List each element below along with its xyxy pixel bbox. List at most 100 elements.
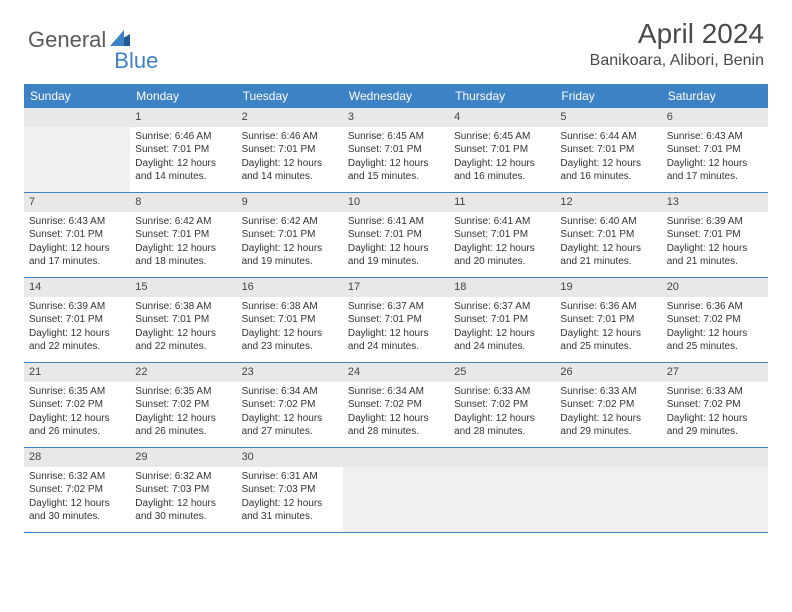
sunset-text: Sunset: 7:02 PM (348, 398, 444, 412)
calendar: SundayMondayTuesdayWednesdayThursdayFrid… (24, 84, 768, 533)
day-cell: 7Sunrise: 6:43 AMSunset: 7:01 PMDaylight… (24, 193, 130, 277)
day-number: 19 (555, 278, 661, 297)
sunset-text: Sunset: 7:01 PM (560, 228, 656, 242)
daylight-text: Daylight: 12 hours and 28 minutes. (348, 412, 444, 439)
day-body: Sunrise: 6:42 AMSunset: 7:01 PMDaylight:… (130, 212, 236, 274)
week-row: 28Sunrise: 6:32 AMSunset: 7:02 PMDayligh… (24, 448, 768, 533)
day-cell: 15Sunrise: 6:38 AMSunset: 7:01 PMDayligh… (130, 278, 236, 362)
day-body: Sunrise: 6:41 AMSunset: 7:01 PMDaylight:… (343, 212, 449, 274)
day-body: Sunrise: 6:39 AMSunset: 7:01 PMDaylight:… (24, 297, 130, 359)
day-number: 26 (555, 363, 661, 382)
day-cell: 2Sunrise: 6:46 AMSunset: 7:01 PMDaylight… (237, 108, 343, 192)
day-cell: 21Sunrise: 6:35 AMSunset: 7:02 PMDayligh… (24, 363, 130, 447)
sunset-text: Sunset: 7:02 PM (29, 398, 125, 412)
day-cell: 26Sunrise: 6:33 AMSunset: 7:02 PMDayligh… (555, 363, 661, 447)
day-number (343, 448, 449, 467)
daylight-text: Daylight: 12 hours and 26 minutes. (29, 412, 125, 439)
daylight-text: Daylight: 12 hours and 24 minutes. (454, 327, 550, 354)
day-cell: 23Sunrise: 6:34 AMSunset: 7:02 PMDayligh… (237, 363, 343, 447)
sunrise-text: Sunrise: 6:41 AM (454, 215, 550, 229)
day-body: Sunrise: 6:44 AMSunset: 7:01 PMDaylight:… (555, 127, 661, 189)
daylight-text: Daylight: 12 hours and 22 minutes. (135, 327, 231, 354)
sunset-text: Sunset: 7:02 PM (560, 398, 656, 412)
sunrise-text: Sunrise: 6:43 AM (667, 130, 763, 144)
sunrise-text: Sunrise: 6:35 AM (135, 385, 231, 399)
sunrise-text: Sunrise: 6:37 AM (348, 300, 444, 314)
sunrise-text: Sunrise: 6:33 AM (454, 385, 550, 399)
day-number: 9 (237, 193, 343, 212)
daylight-text: Daylight: 12 hours and 26 minutes. (135, 412, 231, 439)
sunset-text: Sunset: 7:01 PM (560, 313, 656, 327)
sunset-text: Sunset: 7:02 PM (242, 398, 338, 412)
daylight-text: Daylight: 12 hours and 30 minutes. (135, 497, 231, 524)
day-body: Sunrise: 6:38 AMSunset: 7:01 PMDaylight:… (130, 297, 236, 359)
weekday-header-row: SundayMondayTuesdayWednesdayThursdayFrid… (24, 84, 768, 108)
day-body: Sunrise: 6:43 AMSunset: 7:01 PMDaylight:… (662, 127, 768, 189)
day-body: Sunrise: 6:37 AMSunset: 7:01 PMDaylight:… (343, 297, 449, 359)
day-cell: 18Sunrise: 6:37 AMSunset: 7:01 PMDayligh… (449, 278, 555, 362)
day-number: 13 (662, 193, 768, 212)
day-cell: 13Sunrise: 6:39 AMSunset: 7:01 PMDayligh… (662, 193, 768, 277)
day-cell: 20Sunrise: 6:36 AMSunset: 7:02 PMDayligh… (662, 278, 768, 362)
sunrise-text: Sunrise: 6:33 AM (560, 385, 656, 399)
day-body: Sunrise: 6:43 AMSunset: 7:01 PMDaylight:… (24, 212, 130, 274)
sunrise-text: Sunrise: 6:44 AM (560, 130, 656, 144)
sunset-text: Sunset: 7:01 PM (135, 143, 231, 157)
day-number: 3 (343, 108, 449, 127)
day-body: Sunrise: 6:42 AMSunset: 7:01 PMDaylight:… (237, 212, 343, 274)
day-body: Sunrise: 6:41 AMSunset: 7:01 PMDaylight:… (449, 212, 555, 274)
sunset-text: Sunset: 7:03 PM (135, 483, 231, 497)
day-cell: 12Sunrise: 6:40 AMSunset: 7:01 PMDayligh… (555, 193, 661, 277)
sunrise-text: Sunrise: 6:41 AM (348, 215, 444, 229)
day-number: 22 (130, 363, 236, 382)
day-body: Sunrise: 6:38 AMSunset: 7:01 PMDaylight:… (237, 297, 343, 359)
day-number: 15 (130, 278, 236, 297)
day-number: 25 (449, 363, 555, 382)
week-row: 21Sunrise: 6:35 AMSunset: 7:02 PMDayligh… (24, 363, 768, 448)
daylight-text: Daylight: 12 hours and 14 minutes. (242, 157, 338, 184)
sunrise-text: Sunrise: 6:43 AM (29, 215, 125, 229)
daylight-text: Daylight: 12 hours and 16 minutes. (560, 157, 656, 184)
day-cell: 11Sunrise: 6:41 AMSunset: 7:01 PMDayligh… (449, 193, 555, 277)
day-cell (555, 448, 661, 532)
header: General Blue April 2024 Banikoara, Alibo… (0, 0, 792, 76)
day-body: Sunrise: 6:35 AMSunset: 7:02 PMDaylight:… (130, 382, 236, 444)
logo: General Blue (28, 18, 158, 62)
day-number: 16 (237, 278, 343, 297)
daylight-text: Daylight: 12 hours and 16 minutes. (454, 157, 550, 184)
sunset-text: Sunset: 7:02 PM (135, 398, 231, 412)
sunset-text: Sunset: 7:01 PM (29, 313, 125, 327)
day-number: 23 (237, 363, 343, 382)
sunrise-text: Sunrise: 6:37 AM (454, 300, 550, 314)
sunset-text: Sunset: 7:01 PM (135, 228, 231, 242)
day-number: 20 (662, 278, 768, 297)
weekday-header: Monday (130, 84, 236, 108)
sunrise-text: Sunrise: 6:32 AM (135, 470, 231, 484)
weekday-header: Tuesday (237, 84, 343, 108)
day-number (449, 448, 555, 467)
sunset-text: Sunset: 7:01 PM (348, 228, 444, 242)
day-number: 24 (343, 363, 449, 382)
day-number: 18 (449, 278, 555, 297)
daylight-text: Daylight: 12 hours and 19 minutes. (242, 242, 338, 269)
day-cell (449, 448, 555, 532)
sunrise-text: Sunrise: 6:36 AM (667, 300, 763, 314)
day-number: 12 (555, 193, 661, 212)
day-cell: 22Sunrise: 6:35 AMSunset: 7:02 PMDayligh… (130, 363, 236, 447)
sunset-text: Sunset: 7:01 PM (560, 143, 656, 157)
sunrise-text: Sunrise: 6:45 AM (348, 130, 444, 144)
day-cell (343, 448, 449, 532)
sunrise-text: Sunrise: 6:39 AM (29, 300, 125, 314)
day-cell (24, 108, 130, 192)
day-number: 21 (24, 363, 130, 382)
daylight-text: Daylight: 12 hours and 21 minutes. (667, 242, 763, 269)
day-number (555, 448, 661, 467)
weekday-header: Wednesday (343, 84, 449, 108)
day-body: Sunrise: 6:33 AMSunset: 7:02 PMDaylight:… (449, 382, 555, 444)
day-number: 30 (237, 448, 343, 467)
day-cell: 30Sunrise: 6:31 AMSunset: 7:03 PMDayligh… (237, 448, 343, 532)
day-body: Sunrise: 6:33 AMSunset: 7:02 PMDaylight:… (662, 382, 768, 444)
weekday-header: Saturday (662, 84, 768, 108)
sunrise-text: Sunrise: 6:34 AM (348, 385, 444, 399)
daylight-text: Daylight: 12 hours and 14 minutes. (135, 157, 231, 184)
